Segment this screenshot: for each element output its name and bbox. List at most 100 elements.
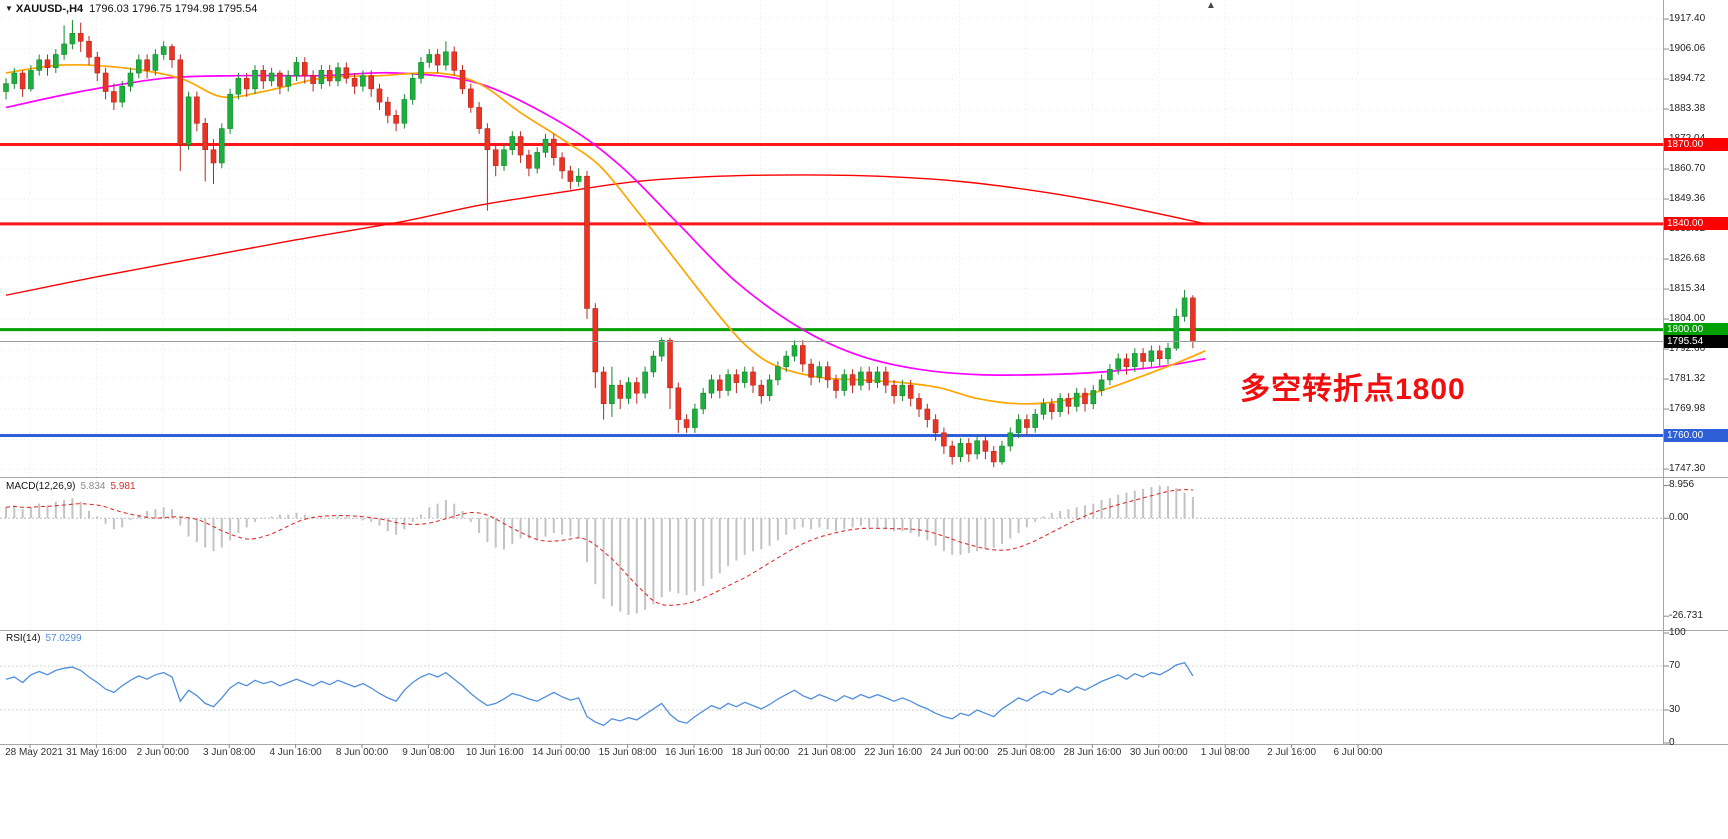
macd-histogram-bar <box>395 518 398 535</box>
candle-body <box>11 72 18 84</box>
candle-body <box>708 379 715 394</box>
candle-body <box>509 136 516 151</box>
macd-histogram-bar <box>212 518 215 552</box>
candle-body <box>243 78 250 90</box>
macd-histogram-bar <box>594 518 597 585</box>
macd-histogram-bar <box>610 518 613 607</box>
macd-histogram-bar <box>984 518 987 550</box>
candle-body <box>882 371 889 386</box>
price-badge-1870.00: 1870.00 <box>1664 137 1728 151</box>
candle-body <box>102 72 109 92</box>
time-axis-label: 2 Jun 00:00 <box>136 747 189 758</box>
macd-histogram-bar <box>187 518 190 537</box>
macd-histogram-bar <box>859 518 862 526</box>
macd-histogram-bar <box>760 518 763 550</box>
candle-body <box>501 149 507 166</box>
candle-body <box>376 88 383 103</box>
price-axis-label: 1815.34 <box>1669 283 1706 295</box>
candle-body <box>924 408 931 420</box>
candle-body <box>144 59 150 71</box>
time-axis[interactable]: 28 May 2021 31 May 16:00 2 Jun 00:00 3 Jun … <box>0 746 1728 762</box>
candle-body <box>1082 392 1088 405</box>
candle-body <box>858 371 864 386</box>
candle-body <box>1115 358 1121 370</box>
candle-body <box>227 93 233 129</box>
candle-body <box>260 70 267 82</box>
macd-axis-label: 0.00 <box>1669 512 1689 524</box>
candle-body <box>791 345 798 357</box>
ma-red-line <box>5 174 1206 296</box>
indicator-collapse-icon[interactable]: ▼ <box>5 4 13 13</box>
macd-histogram-bar <box>1075 507 1078 519</box>
candle-body <box>119 85 125 103</box>
candle-body <box>841 374 848 391</box>
macd-histogram-bar <box>503 518 505 550</box>
macd-histogram-bar <box>627 518 630 615</box>
macd-histogram-bar <box>1100 499 1103 519</box>
macd-histogram-bar <box>951 518 954 555</box>
macd-histogram-bar <box>63 499 66 519</box>
macd-histogram-bar <box>1050 512 1053 519</box>
macd-histogram-bar <box>370 518 373 522</box>
candle-body <box>849 374 856 386</box>
macd-histogram-bar <box>71 498 74 519</box>
candle-body <box>318 70 325 84</box>
candle-body <box>941 432 947 447</box>
candle-body <box>1165 347 1171 360</box>
candle-body <box>567 170 574 182</box>
price-axis[interactable]: 1917.401906.061894.721883.381872.041860.… <box>1664 0 1728 748</box>
candle-body <box>418 62 424 79</box>
macd-histogram-bar <box>876 518 879 528</box>
macd-histogram-bar <box>544 518 547 537</box>
price-axis-label: 1906.06 <box>1669 43 1706 55</box>
candle-body <box>301 62 308 76</box>
candle-body <box>335 67 341 82</box>
candle-body <box>783 355 790 367</box>
candle-body <box>1057 398 1063 412</box>
macd-histogram-bar <box>718 518 721 574</box>
candle-body <box>484 128 491 151</box>
macd-histogram-bar <box>710 518 713 579</box>
macd-signal-value: 5.981 <box>110 481 136 492</box>
price-axis-label: 1747.30 <box>1669 463 1706 475</box>
macd-histogram-bar <box>154 509 157 519</box>
rsi-value: 57.0299 <box>45 633 82 644</box>
candle-body <box>1065 398 1072 407</box>
rsi-indicator-label: RSI(14) 57.0299 <box>6 633 82 644</box>
candle-body <box>633 382 640 394</box>
candle-body <box>816 366 823 378</box>
candle-body <box>160 46 167 55</box>
macd-histogram-bar <box>38 503 41 519</box>
macd-histogram-bar <box>245 518 248 528</box>
candle-body <box>716 379 723 391</box>
rsi-axis-label: 0 <box>1669 737 1675 748</box>
annotation-text[interactable]: 多空转折点1800 <box>1240 373 1466 406</box>
macd-histogram-bar <box>345 516 348 519</box>
macd-histogram-bar <box>162 507 165 519</box>
candle-body <box>409 78 416 100</box>
macd-histogram-bar <box>635 518 638 614</box>
candle-body <box>957 443 964 457</box>
macd-histogram-bar <box>851 518 854 528</box>
candle-body <box>1040 403 1047 415</box>
rsi-line <box>5 661 1194 727</box>
candle-body <box>252 70 258 90</box>
candle-body <box>1007 432 1014 447</box>
price-badge-1760.00: 1760.00 <box>1664 428 1728 442</box>
macd-histogram-bar <box>1108 498 1111 519</box>
macd-histogram-bar <box>942 518 945 552</box>
macd-histogram-bar <box>644 518 647 610</box>
price-badge-1840.00: 1840.00 <box>1664 217 1728 231</box>
macd-histogram-bar <box>1084 505 1086 519</box>
candle-body <box>384 101 391 116</box>
macd-histogram-bar <box>428 507 431 519</box>
macd-histogram-bar <box>486 518 489 543</box>
time-axis-label: 28 Jun 16:00 <box>1063 747 1122 758</box>
macd-name: MACD(12,26,9) <box>6 481 76 492</box>
macd-histogram-bar <box>386 518 389 532</box>
chart-shift-marker-icon[interactable]: ▲ <box>1206 0 1216 11</box>
candle-body <box>202 122 208 151</box>
candle-body <box>351 78 358 87</box>
